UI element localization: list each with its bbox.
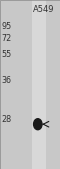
- Ellipse shape: [34, 119, 42, 130]
- Text: 55: 55: [2, 50, 12, 59]
- Text: 95: 95: [2, 22, 12, 31]
- Text: 36: 36: [2, 76, 12, 85]
- Text: 28: 28: [2, 115, 12, 124]
- Text: A549: A549: [32, 5, 54, 14]
- Bar: [32, 0, 46, 169]
- Text: 72: 72: [2, 33, 12, 43]
